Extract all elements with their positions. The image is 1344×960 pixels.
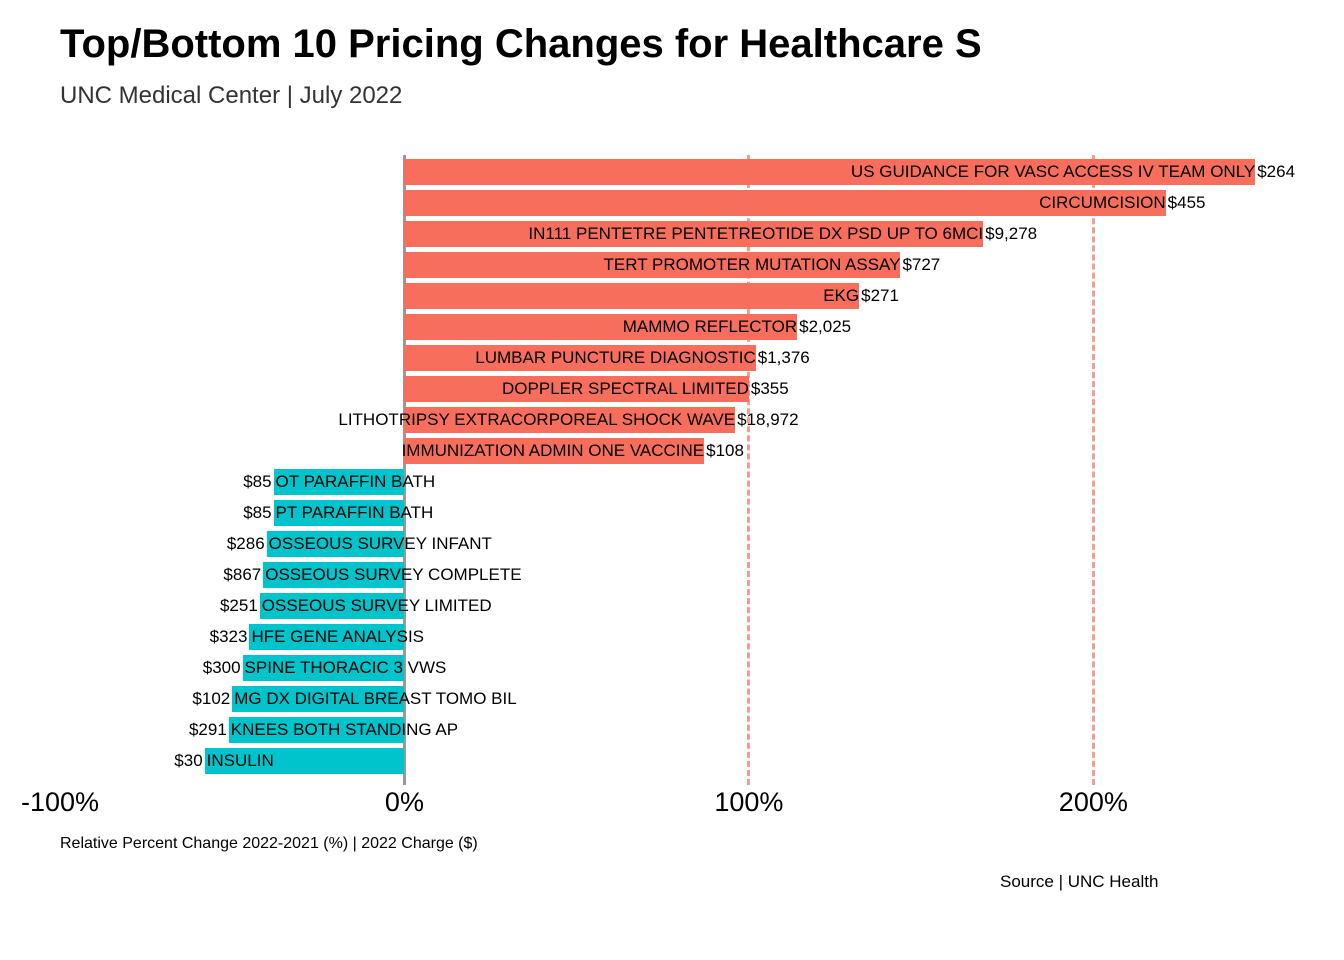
bar-row: HFE GENE ANALYSIS$323 (60, 624, 1300, 650)
bar-label: IN111 PENTETRE PENTETREOTIDE DX PSD UP T… (528, 224, 983, 244)
x-tick-label: 100% (714, 787, 783, 818)
bar-label: OSSEOUS SURVEY INFANT (269, 534, 492, 554)
bar-label: SPINE THORACIC 3 VWS (245, 658, 447, 678)
bar-label: MG DX DIGITAL BREAST TOMO BIL (234, 689, 516, 709)
bar-price: $2,025 (799, 317, 851, 337)
bar (404, 283, 859, 309)
bar-price: $323 (210, 627, 248, 647)
bar-price: $18,972 (737, 410, 798, 430)
bar-price: $727 (902, 255, 940, 275)
bar-label: CIRCUMCISION (1039, 193, 1166, 213)
x-tick-label: -100% (21, 787, 99, 818)
bar-price: $300 (203, 658, 241, 678)
bar-price: $271 (861, 286, 899, 306)
bar-row: INSULIN$30 (60, 748, 1300, 774)
bar-row: TERT PROMOTER MUTATION ASSAY$727 (60, 252, 1300, 278)
bar-price: $286 (227, 534, 265, 554)
bar-price: $455 (1168, 193, 1206, 213)
bar-label: US GUIDANCE FOR VASC ACCESS IV TEAM ONLY (851, 162, 1255, 182)
bar-price: $291 (189, 720, 227, 740)
x-axis-label: Relative Percent Change 2022-2021 (%) | … (60, 835, 478, 853)
bar-label: EKG (823, 286, 859, 306)
bar-row: PT PARAFFIN BATH$85 (60, 500, 1300, 526)
bar-row: OSSEOUS SURVEY INFANT$286 (60, 531, 1300, 557)
bar-row: EKG$271 (60, 283, 1300, 309)
bar-price: $355 (751, 379, 789, 399)
chart-subtitle: UNC Medical Center | July 2022 (60, 82, 402, 110)
bar-label: OSSEOUS SURVEY COMPLETE (265, 565, 521, 585)
bar-price: $251 (220, 596, 258, 616)
bar-price: $1,376 (758, 348, 810, 368)
bar-row: OSSEOUS SURVEY LIMITED$251 (60, 593, 1300, 619)
bar-row: SPINE THORACIC 3 VWS$300 (60, 655, 1300, 681)
bar-label: INSULIN (207, 751, 274, 771)
bar-label: OT PARAFFIN BATH (276, 472, 436, 492)
bar-price: $102 (192, 689, 230, 709)
bar-row: LITHOTRIPSY EXTRACORPOREAL SHOCK WAVE$18… (60, 407, 1300, 433)
x-tick-label: 0% (385, 787, 424, 818)
bar-label: MAMMO REFLECTOR (623, 317, 797, 337)
bar-row: OT PARAFFIN BATH$85 (60, 469, 1300, 495)
chart-title: Top/Bottom 10 Pricing Changes for Health… (60, 22, 982, 67)
bar-label: LITHOTRIPSY EXTRACORPOREAL SHOCK WAVE (338, 410, 735, 430)
bar-row: MAMMO REFLECTOR$2,025 (60, 314, 1300, 340)
bar-price: $85 (243, 503, 271, 523)
bar-label: DOPPLER SPECTRAL LIMITED (502, 379, 749, 399)
bar-row: IN111 PENTETRE PENTETREOTIDE DX PSD UP T… (60, 221, 1300, 247)
bar-price: $30 (174, 751, 202, 771)
bar-label: OSSEOUS SURVEY LIMITED (262, 596, 492, 616)
bar-price: $85 (243, 472, 271, 492)
plot-area: US GUIDANCE FOR VASC ACCESS IV TEAM ONLY… (60, 155, 1300, 785)
bar-price: $9,278 (985, 224, 1037, 244)
bar-price: $867 (223, 565, 261, 585)
bar-row: IMMUNIZATION ADMIN ONE VACCINE$108 (60, 438, 1300, 464)
bar-label: HFE GENE ANALYSIS (251, 627, 424, 647)
bar-row: KNEES BOTH STANDING AP$291 (60, 717, 1300, 743)
source-label: Source | UNC Health (1000, 872, 1158, 892)
bar-row: CIRCUMCISION$455 (60, 190, 1300, 216)
bar-label: LUMBAR PUNCTURE DIAGNOSTIC (475, 348, 756, 368)
bar-label: KNEES BOTH STANDING AP (231, 720, 458, 740)
bar-price: $108 (706, 441, 744, 461)
bar-row: US GUIDANCE FOR VASC ACCESS IV TEAM ONLY… (60, 159, 1300, 185)
bar-label: IMMUNIZATION ADMIN ONE VACCINE (402, 441, 705, 461)
bar-price: $264 (1257, 162, 1295, 182)
bar-label: TERT PROMOTER MUTATION ASSAY (604, 255, 901, 275)
bar-row: LUMBAR PUNCTURE DIAGNOSTIC$1,376 (60, 345, 1300, 371)
bar-row: DOPPLER SPECTRAL LIMITED$355 (60, 376, 1300, 402)
bar-row: OSSEOUS SURVEY COMPLETE$867 (60, 562, 1300, 588)
bar-label: PT PARAFFIN BATH (276, 503, 434, 523)
bar-row: MG DX DIGITAL BREAST TOMO BIL$102 (60, 686, 1300, 712)
x-tick-label: 200% (1059, 787, 1128, 818)
